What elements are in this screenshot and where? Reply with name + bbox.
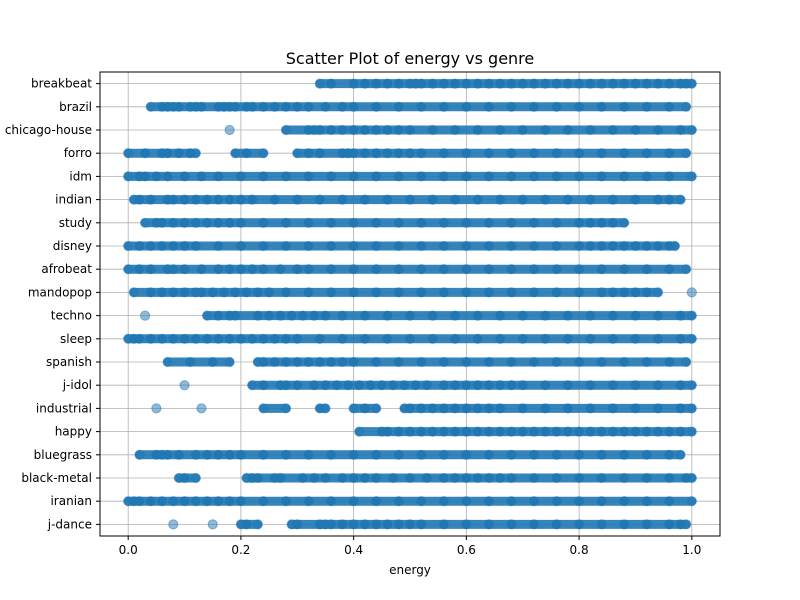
- y-tick-label-brazil: brazil: [59, 100, 92, 114]
- x-tick-label-1: 0.2: [231, 543, 250, 557]
- y-tick-label-bluegrass: bluegrass: [34, 448, 92, 462]
- point-industrial-1: [196, 403, 207, 414]
- y-tick-label-sleep: sleep: [60, 332, 92, 346]
- x-axis-label: energy: [389, 563, 431, 577]
- x-tick-label-2: 0.4: [344, 543, 363, 557]
- series-j-dance: [168, 519, 692, 530]
- series-iranian: [123, 496, 697, 507]
- plot-frame: [99, 71, 721, 537]
- point-techno-0: [139, 310, 151, 321]
- series-bluegrass: [134, 449, 686, 460]
- point-j-dance-0: [168, 519, 179, 530]
- series-idm: [123, 171, 697, 182]
- series-disney: [123, 240, 681, 252]
- series-forro: [123, 148, 692, 159]
- y-tick-label-j-idol: j-idol: [62, 378, 92, 392]
- point-chicago-house-0: [224, 124, 235, 136]
- y-tick-label-forro: forro: [64, 146, 92, 160]
- y-tick-label-breakbeat: breakbeat: [31, 77, 92, 91]
- y-tick-label-afrobeat: afrobeat: [41, 262, 92, 276]
- y-tick-label-disney: disney: [53, 239, 92, 253]
- series-spanish: [162, 356, 692, 368]
- ticks-layer: 0.0 0.2 0.4 0.6 0.8 1.0 breakbeat brazil chicago…: [5, 77, 702, 557]
- y-tick-label-study: study: [59, 216, 92, 230]
- point-industrial-0: [151, 403, 162, 414]
- y-tick-label-chicago-house: chicago-house: [5, 123, 92, 137]
- y-tick-label-idm: idm: [69, 169, 92, 183]
- series-study: [139, 217, 630, 228]
- y-tick-label-happy: happy: [55, 425, 92, 439]
- points-layer: [123, 78, 697, 530]
- y-tick-label-mandopop: mandopop: [28, 285, 92, 299]
- y-tick-label-techno: techno: [51, 309, 92, 323]
- y-tick-label-indian: indian: [55, 193, 92, 207]
- series-breakbeat: [314, 78, 697, 89]
- series-indian: [128, 194, 686, 205]
- grid-layer: [100, 72, 720, 536]
- y-tick-label-iranian: iranian: [50, 494, 92, 508]
- x-tick-label-0: 0.0: [119, 543, 138, 557]
- series-afrobeat: [123, 264, 692, 275]
- series-brazil: [145, 101, 692, 112]
- y-tick-label-industrial: industrial: [36, 401, 92, 415]
- series-j-idol: [179, 380, 697, 391]
- y-tick-label-j-dance: j-dance: [47, 517, 92, 531]
- series-techno: [139, 310, 697, 321]
- series-black-metal: [173, 472, 697, 484]
- series-mandopop: [128, 287, 697, 298]
- point-j-idol-0: [179, 380, 190, 391]
- y-tick-label-spanish: spanish: [46, 355, 92, 369]
- axes-layer: [99, 71, 721, 537]
- chart-title: Scatter Plot of energy vs genre: [286, 49, 535, 68]
- point-j-dance-1: [207, 519, 218, 530]
- y-tick-label-black-metal: black-metal: [21, 471, 92, 485]
- series-chicago-house: [224, 124, 697, 136]
- x-tick-label-4: 0.8: [570, 543, 589, 557]
- x-tick-label-3: 0.6: [457, 543, 476, 557]
- series-happy: [354, 426, 697, 437]
- x-tick-label-5: 1.0: [682, 543, 701, 557]
- series-sleep: [123, 333, 697, 344]
- point-mandopop-33: [686, 287, 697, 298]
- series-industrial: [151, 403, 697, 414]
